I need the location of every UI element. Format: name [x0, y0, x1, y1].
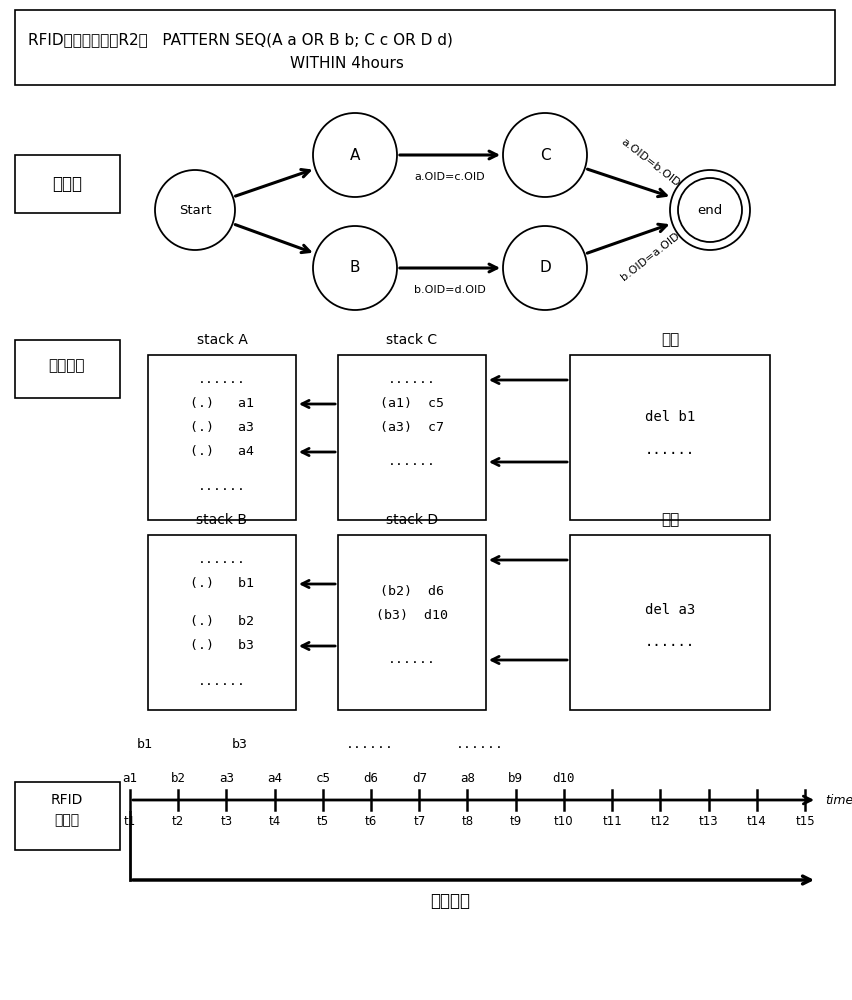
Text: ......: ...... [388, 455, 435, 468]
Text: (.)   a4: (.) a4 [190, 445, 254, 458]
Text: a1: a1 [123, 772, 137, 785]
Text: ......: ...... [198, 675, 245, 688]
Text: ......: ...... [456, 738, 504, 751]
Text: c5: c5 [315, 772, 330, 785]
Text: (.)   b1: (.) b1 [190, 577, 254, 590]
Text: ......: ...... [198, 480, 245, 493]
Text: (.)   a1: (.) a1 [190, 397, 254, 410]
Text: a4: a4 [267, 772, 282, 785]
Text: b2: b2 [170, 772, 186, 785]
Circle shape [669, 170, 749, 250]
Text: a8: a8 [459, 772, 475, 785]
Text: (a1)  c5: (a1) c5 [379, 397, 444, 410]
Circle shape [155, 170, 234, 250]
Text: 事件流: 事件流 [55, 813, 79, 827]
Text: 输出: 输出 [660, 332, 678, 347]
Text: t2: t2 [172, 815, 184, 828]
Text: stack A: stack A [196, 333, 247, 347]
Text: stack D: stack D [385, 513, 438, 527]
Circle shape [503, 226, 586, 310]
Text: B: B [349, 260, 360, 275]
Bar [337, 355, 486, 520]
Text: 滑动窗口: 滑动窗口 [429, 892, 469, 910]
Text: t1: t1 [124, 815, 136, 828]
Text: b9: b9 [508, 772, 522, 785]
Text: a3: a3 [219, 772, 233, 785]
Text: del b1: del b1 [644, 410, 694, 424]
Text: (.)   b2: (.) b2 [190, 615, 254, 628]
Circle shape [503, 113, 586, 197]
Text: a.OID=c.OID: a.OID=c.OID [414, 172, 485, 182]
Text: 自动机: 自动机 [52, 175, 82, 193]
Text: D: D [538, 260, 550, 275]
Text: d6: d6 [363, 772, 378, 785]
Text: d7: d7 [412, 772, 426, 785]
Text: ......: ...... [644, 635, 694, 649]
Bar [569, 355, 769, 520]
Text: b1: b1 [137, 738, 153, 751]
Text: d10: d10 [552, 772, 574, 785]
Text: end: end [697, 204, 722, 217]
Text: ......: ...... [346, 738, 394, 751]
Text: time: time [824, 794, 852, 806]
Text: t6: t6 [365, 815, 377, 828]
Text: ......: ...... [388, 653, 435, 666]
Text: RFID去交叉读规则R2：   PATTERN SEQ(A a OR B b; C c OR D d): RFID去交叉读规则R2： PATTERN SEQ(A a OR B b; C … [28, 32, 452, 47]
Text: t15: t15 [794, 815, 814, 828]
Text: ......: ...... [198, 373, 245, 386]
Text: Start: Start [179, 204, 211, 217]
Text: t4: t4 [268, 815, 280, 828]
Text: ......: ...... [644, 443, 694, 457]
Text: WITHIN 4hours: WITHIN 4hours [290, 56, 403, 71]
Text: (a3)  c7: (a3) c7 [379, 421, 444, 434]
Text: del a3: del a3 [644, 603, 694, 617]
Text: t14: t14 [746, 815, 766, 828]
Text: b3: b3 [232, 738, 248, 751]
Bar [148, 355, 296, 520]
Text: t11: t11 [602, 815, 621, 828]
Text: t8: t8 [461, 815, 473, 828]
Text: (b2)  d6: (b2) d6 [379, 585, 444, 598]
Text: A: A [349, 147, 360, 162]
Text: 输出: 输出 [660, 512, 678, 527]
Bar [148, 535, 296, 710]
Text: ......: ...... [198, 553, 245, 566]
Circle shape [313, 226, 396, 310]
Bar [569, 535, 769, 710]
Bar [15, 155, 120, 213]
Text: t5: t5 [316, 815, 329, 828]
Text: (.)   b3: (.) b3 [190, 639, 254, 652]
Text: b.OID=a.OID: b.OID=a.OID [619, 231, 681, 283]
Bar [15, 782, 120, 850]
Text: stack B: stack B [196, 513, 247, 527]
Text: t13: t13 [698, 815, 717, 828]
Text: b.OID=d.OID: b.OID=d.OID [413, 285, 486, 295]
Text: t7: t7 [412, 815, 425, 828]
Text: t10: t10 [554, 815, 573, 828]
Bar [337, 535, 486, 710]
Bar [15, 340, 120, 398]
Text: 自动机栈: 自动机栈 [49, 358, 85, 373]
Text: t12: t12 [650, 815, 670, 828]
Text: RFID: RFID [51, 793, 83, 807]
Text: ......: ...... [388, 373, 435, 386]
Text: (b3)  d10: (b3) d10 [376, 609, 447, 622]
Circle shape [313, 113, 396, 197]
Text: t3: t3 [220, 815, 233, 828]
Text: C: C [539, 147, 550, 162]
Text: t9: t9 [509, 815, 521, 828]
Text: stack C: stack C [386, 333, 437, 347]
Text: (.)   a3: (.) a3 [190, 421, 254, 434]
Text: a.OID=b.OID: a.OID=b.OID [619, 137, 681, 189]
Bar [15, 10, 834, 85]
